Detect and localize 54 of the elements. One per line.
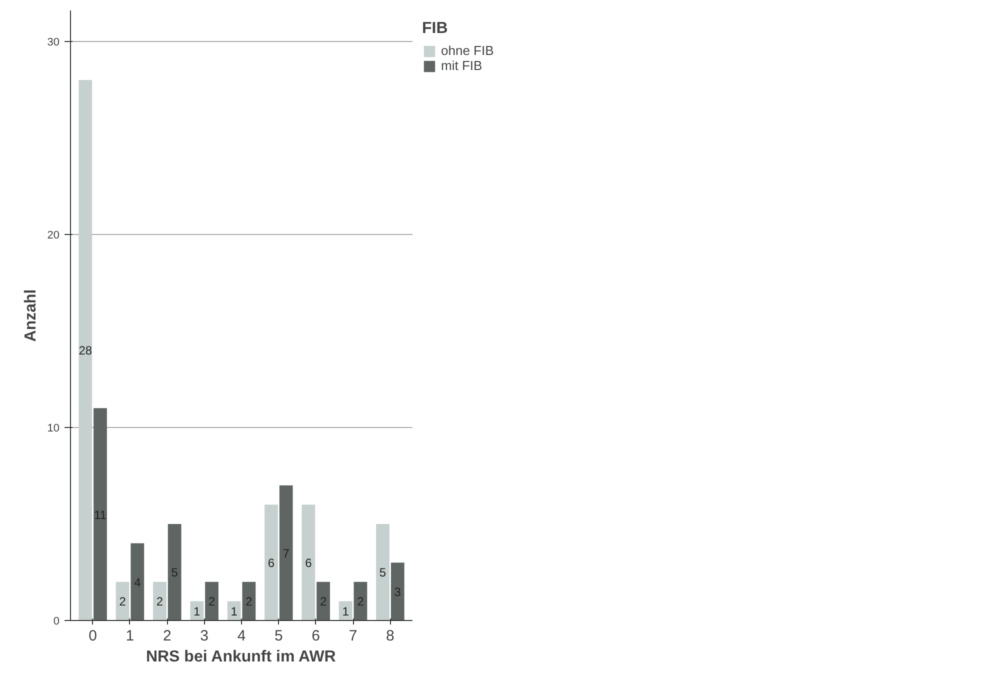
bar <box>354 582 368 620</box>
legend-title: FIB <box>422 20 449 38</box>
bar <box>130 543 144 620</box>
bar <box>205 582 218 620</box>
data-label: 1 <box>230 604 238 618</box>
y-tick-label: 20 <box>47 229 60 242</box>
x-tick-label: 1 <box>126 628 134 644</box>
data-label: 2 <box>246 594 253 609</box>
data-label: 28 <box>78 344 92 358</box>
x-axis-title: NRS bei Ankunft im AWR <box>146 648 336 666</box>
bar <box>279 485 293 620</box>
data-label: 3 <box>394 585 402 600</box>
data-label: 7 <box>282 546 290 560</box>
data-label: 4 <box>134 575 142 590</box>
bar <box>376 524 390 620</box>
y-tick-label: 0 <box>53 616 60 628</box>
bar <box>153 582 166 620</box>
x-tick-label: 7 <box>348 628 358 644</box>
data-label: 5 <box>171 566 178 580</box>
x-tick-label: 8 <box>386 628 394 644</box>
x-tick-label: 5 <box>274 628 283 644</box>
bar <box>390 562 404 620</box>
bar <box>78 80 92 620</box>
legend-label: mit FIB <box>441 58 482 73</box>
data-label: 2 <box>320 594 327 609</box>
y-tick-label: 30 <box>47 36 60 48</box>
data-label: 1 <box>194 604 201 618</box>
x-tick-label: 3 <box>200 628 208 644</box>
data-label: 2 <box>208 594 216 609</box>
bar <box>227 601 241 620</box>
y-axis-title: Anzahl <box>22 289 40 342</box>
legend-label: ohne FIB <box>441 43 494 58</box>
data-label: 6 <box>305 556 312 570</box>
data-label: 6 <box>268 556 275 570</box>
bar <box>316 582 330 620</box>
x-tick-label: 4 <box>237 628 246 644</box>
data-label: 11 <box>94 508 107 522</box>
x-tick-label: 2 <box>162 628 172 644</box>
data-label: 5 <box>379 566 386 580</box>
x-tick-label: 0 <box>88 628 97 644</box>
bar <box>116 582 130 620</box>
bar <box>242 582 256 620</box>
data-label: 1 <box>342 604 350 618</box>
data-label: 2 <box>357 594 364 609</box>
data-label: 2 <box>156 594 164 609</box>
bar <box>338 601 352 620</box>
bar <box>264 504 278 620</box>
y-tick-label: 10 <box>47 422 60 434</box>
data-label: 2 <box>119 594 126 609</box>
bar <box>190 601 204 620</box>
bar <box>94 408 107 620</box>
bar <box>168 524 182 620</box>
bar <box>302 504 316 620</box>
x-tick-label: 6 <box>312 628 320 644</box>
